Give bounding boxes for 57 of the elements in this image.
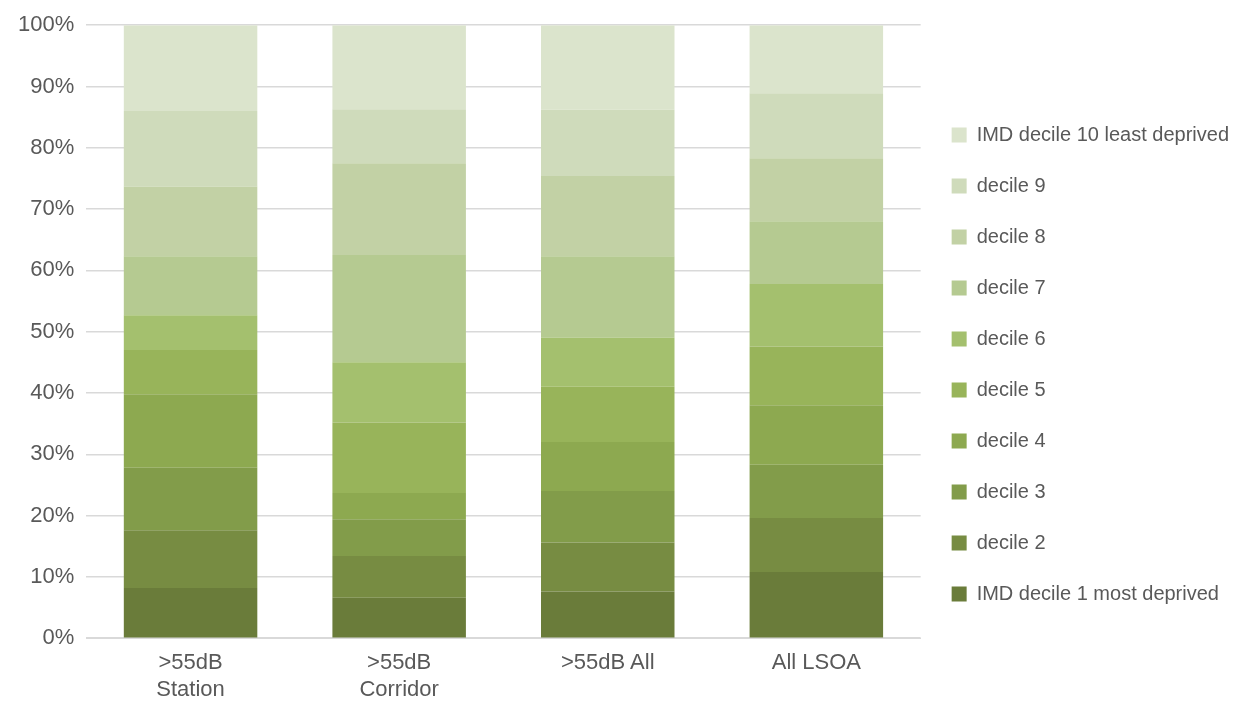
y-tick-label: 30% xyxy=(30,440,75,466)
y-tick-label: 60% xyxy=(30,256,75,282)
y-tick-label: 0% xyxy=(42,624,75,650)
bar xyxy=(332,109,466,164)
bar xyxy=(123,186,258,257)
bar xyxy=(332,362,466,423)
bar xyxy=(749,572,884,638)
y-tick-label: 100% xyxy=(17,11,75,37)
y-tick-label: 40% xyxy=(30,379,75,405)
y-tick-label: 10% xyxy=(30,562,75,588)
legend-label: decile 6 xyxy=(976,326,1046,349)
bar xyxy=(541,491,675,543)
bar xyxy=(541,256,675,338)
legend-label: IMD decile 10 least deprived xyxy=(976,122,1230,145)
legend-label: decile 7 xyxy=(976,275,1046,298)
bar xyxy=(541,176,675,257)
bar xyxy=(749,518,884,572)
bar xyxy=(332,163,466,256)
bar xyxy=(123,111,258,187)
bar xyxy=(541,109,675,176)
legend-label: decile 8 xyxy=(976,224,1046,247)
bar xyxy=(123,467,258,531)
legend-label: decile 3 xyxy=(976,479,1046,502)
y-tick-label: 50% xyxy=(30,317,75,343)
bar xyxy=(123,587,258,638)
x-tick-label: >55dB All xyxy=(560,649,655,675)
bar xyxy=(541,591,675,638)
legend-label: IMD decile 1 most deprived xyxy=(976,581,1219,604)
bar xyxy=(123,530,258,588)
bar xyxy=(123,315,258,351)
bar xyxy=(749,25,884,94)
bar xyxy=(332,519,466,557)
bar xyxy=(541,542,675,592)
y-tick-label: 70% xyxy=(30,195,75,221)
bar xyxy=(541,25,675,110)
y-tick-label: 90% xyxy=(30,72,75,98)
bar xyxy=(123,25,258,112)
y-tick-label: 20% xyxy=(30,501,75,527)
legend-label: decile 2 xyxy=(976,530,1046,553)
x-tick-label: All LSOA xyxy=(771,649,862,675)
bar xyxy=(749,93,884,159)
legend-label: decile 9 xyxy=(976,173,1046,196)
bar xyxy=(123,256,258,316)
bar xyxy=(749,158,884,222)
bar xyxy=(332,597,466,638)
bar xyxy=(332,255,466,363)
bar xyxy=(749,464,884,519)
legend-label: decile 4 xyxy=(976,428,1046,451)
legend-label: decile 5 xyxy=(976,377,1046,400)
y-tick-label: 80% xyxy=(30,133,75,159)
bar xyxy=(332,556,466,598)
x-tick-label: >55dB Corridor xyxy=(359,649,439,701)
bar xyxy=(749,283,884,347)
bar xyxy=(332,25,466,110)
bar xyxy=(541,337,675,387)
x-tick-label: >55dB Station xyxy=(156,649,225,701)
bar xyxy=(749,221,884,284)
